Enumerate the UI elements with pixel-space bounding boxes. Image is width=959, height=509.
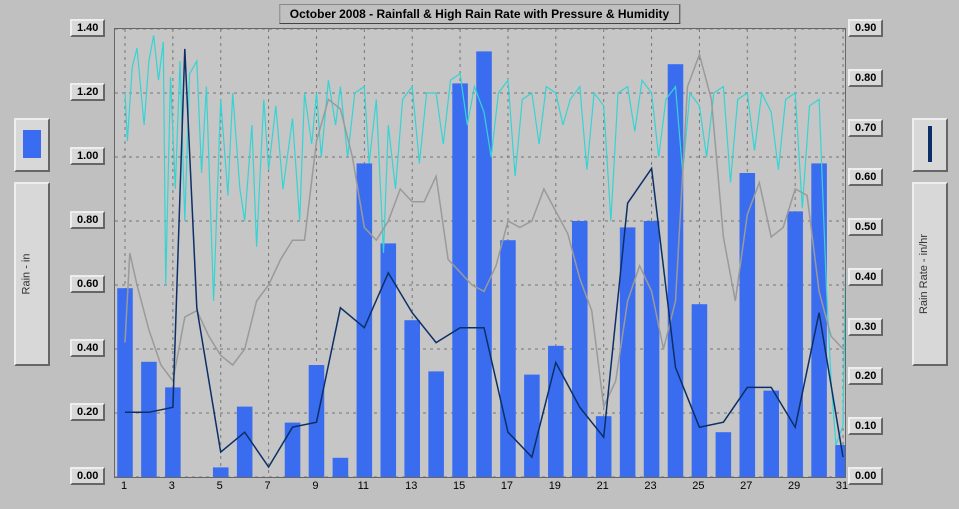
y-left-tick: 0.00 <box>70 467 105 485</box>
x-tick: 3 <box>169 480 175 492</box>
plot-area <box>114 28 846 478</box>
left-axis-label-panel: Rain - in <box>14 182 50 366</box>
x-tick: 27 <box>740 480 752 492</box>
x-tick: 31 <box>836 480 848 492</box>
y-left-tick: 1.20 <box>70 83 105 101</box>
left-axis-label: Rain - in <box>20 254 32 295</box>
y-left-tick: 1.40 <box>70 19 105 37</box>
plot-svg <box>115 29 845 477</box>
y-right-tick: 0.50 <box>848 218 883 236</box>
x-tick: 19 <box>549 480 561 492</box>
x-tick: 15 <box>453 480 465 492</box>
y-right-tick: 0.40 <box>848 268 883 286</box>
x-tick: 21 <box>597 480 609 492</box>
y-right-tick: 0.00 <box>848 467 883 485</box>
y-right-tick: 0.70 <box>848 119 883 137</box>
y-right-tick: 0.20 <box>848 367 883 385</box>
x-tick: 23 <box>644 480 656 492</box>
x-tick: 11 <box>358 480 369 492</box>
y-right-tick: 0.60 <box>848 168 883 186</box>
x-tick: 5 <box>217 480 223 492</box>
y-right-tick: 0.90 <box>848 19 883 37</box>
y-left-tick: 1.00 <box>70 147 105 165</box>
line-swatch-icon <box>928 126 932 162</box>
y-left-tick: 0.60 <box>70 275 105 293</box>
x-tick: 7 <box>265 480 271 492</box>
y-left-tick: 0.20 <box>70 403 105 421</box>
right-axis-label: Rain Rate - in/hr <box>918 234 930 314</box>
x-tick: 29 <box>788 480 800 492</box>
legend-rainfall-swatch <box>14 118 50 172</box>
right-axis-label-panel: Rain Rate - in/hr <box>912 182 948 366</box>
chart-title: October 2008 - Rainfall & High Rain Rate… <box>279 4 680 24</box>
y-left-tick: 0.40 <box>70 339 105 357</box>
y-right-tick: 0.80 <box>848 69 883 87</box>
x-tick: 1 <box>121 480 127 492</box>
x-tick: 13 <box>405 480 417 492</box>
legend-rainrate-swatch <box>912 118 948 172</box>
y-left-tick: 0.80 <box>70 211 105 229</box>
x-tick: 25 <box>692 480 704 492</box>
y-right-tick: 0.30 <box>848 318 883 336</box>
x-tick: 9 <box>312 480 318 492</box>
y-right-tick: 0.10 <box>848 417 883 435</box>
bar-swatch-icon <box>23 130 41 158</box>
x-tick: 17 <box>501 480 513 492</box>
